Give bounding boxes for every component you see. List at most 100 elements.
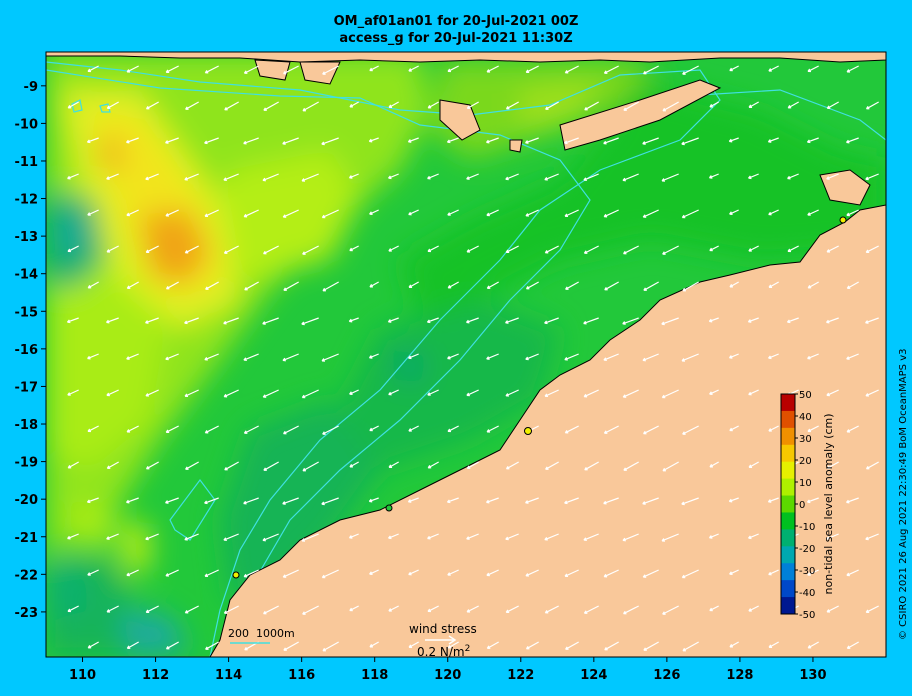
- wind-arrow: [729, 641, 739, 648]
- wind-arrow: [427, 101, 439, 109]
- wind-arrow: [349, 389, 359, 395]
- scale-label-1000m: 1000m: [256, 627, 295, 640]
- wind-arrow: [349, 461, 359, 468]
- wind-arrow: [623, 461, 639, 471]
- colorbar-tick-label: 0: [799, 500, 805, 511]
- wind-arrow: [282, 497, 299, 505]
- y-axis: -9 -10 -11 -12 -13 -14 -15 -16 -17 -18 -19 -20 -21 -2…: [15, 80, 46, 621]
- wind-arrow: [486, 281, 499, 289]
- wind-arrow: [348, 533, 359, 539]
- x-tick-label: 116: [288, 668, 315, 683]
- wind-arrow: [87, 65, 99, 73]
- plot-frame: [45, 51, 887, 658]
- wind-arrow: [747, 317, 759, 323]
- wind-arrow: [768, 569, 779, 576]
- wind-arrow: [603, 569, 619, 578]
- wind-arrow: [388, 461, 399, 468]
- wind-arrow: [243, 353, 259, 362]
- wind-arrow: [263, 461, 279, 471]
- wind-arrow: [865, 605, 879, 614]
- wind-arrow: [106, 389, 119, 397]
- wind-arrow: [786, 317, 799, 324]
- wind-arrow: [564, 569, 579, 578]
- colorbar-swatch: [781, 410, 795, 429]
- wind-arrow: [466, 101, 479, 109]
- wind-arrow: [368, 137, 379, 143]
- colorbar-tick-label: -30: [799, 566, 815, 577]
- x-axis: 110 112 114 116 118 120 122 124 126 128 130: [69, 657, 827, 683]
- station-marker: [524, 427, 532, 435]
- wind-arrow: [622, 389, 639, 398]
- wind-arrow: [748, 389, 759, 396]
- wind-arrow: [584, 101, 599, 111]
- wind-arrow: [263, 101, 279, 111]
- colorbar-swatch: [781, 495, 795, 513]
- wind-arrow: [87, 209, 99, 216]
- wind-arrow: [767, 497, 779, 503]
- wind-arrow: [262, 533, 279, 542]
- wind-arrow: [544, 173, 559, 181]
- wind-arrow: [486, 209, 499, 217]
- wind-arrow: [583, 389, 599, 398]
- wind-arrow: [583, 245, 599, 254]
- wind-arrow: [87, 641, 99, 649]
- wind-stress-arrows: [66, 65, 879, 652]
- wind-arrow: [243, 497, 259, 505]
- wind-arrow: [67, 389, 79, 396]
- wind-arrow: [388, 605, 399, 612]
- wind-arrow: [642, 137, 659, 145]
- wind-arrow: [407, 497, 419, 503]
- wind-arrow: [321, 353, 339, 362]
- wind-arrow: [603, 497, 619, 505]
- wind-arrow: [642, 353, 659, 362]
- wind-arrow: [387, 317, 399, 323]
- wind-arrow: [604, 641, 619, 651]
- wind-arrow: [282, 569, 299, 578]
- wind-arrow: [165, 569, 179, 577]
- wind-arrow: [545, 101, 559, 110]
- wind-arrow: [184, 389, 199, 398]
- colorbar-tick-label: -50: [799, 610, 815, 621]
- wind-arrow: [302, 245, 319, 255]
- wind-arrow: [729, 65, 739, 72]
- colorbar-tick-label: 20: [799, 456, 812, 467]
- wind-arrow: [321, 497, 339, 506]
- wind-arrow: [623, 101, 639, 111]
- wind-arrow: [369, 65, 379, 72]
- y-tick-label: -16: [15, 343, 39, 358]
- wind-arrow: [301, 389, 319, 399]
- wind-arrow: [787, 101, 799, 109]
- wind-arrow: [262, 389, 279, 398]
- wind-arrow: [67, 605, 79, 613]
- wind-arrow: [865, 173, 879, 181]
- wind-arrow: [165, 209, 179, 217]
- wind-arrow: [583, 317, 599, 325]
- wind-arrow: [145, 533, 159, 541]
- wind-arrow: [67, 245, 79, 253]
- wind-arrow: [682, 65, 699, 75]
- wind-arrow: [525, 353, 539, 361]
- wind-arrow: [223, 317, 239, 325]
- wind-arrow: [446, 137, 459, 144]
- wind-arrow: [348, 317, 359, 323]
- wind-arrow: [368, 353, 379, 359]
- wind-arrow: [642, 497, 659, 505]
- wind-arrow: [682, 641, 699, 652]
- scale-label-200: 200: [228, 627, 249, 640]
- wind-arrow: [708, 173, 719, 179]
- wind-arrow: [446, 497, 459, 504]
- wind-arrow: [106, 461, 119, 469]
- wind-arrow: [505, 101, 519, 110]
- x-tick-label: 114: [215, 668, 242, 683]
- wind-arrow: [729, 209, 739, 215]
- colorbar-swatch: [781, 563, 795, 581]
- wind-arrow: [622, 317, 639, 325]
- wind-arrow: [564, 497, 579, 505]
- y-tick-label: -21: [15, 531, 39, 546]
- wind-arrow: [826, 605, 839, 613]
- wind-arrow: [348, 173, 359, 179]
- colorbar-swatch: [781, 478, 795, 497]
- wind-arrow: [184, 245, 199, 254]
- wind-arrow: [184, 317, 199, 325]
- wind-arrow: [486, 641, 499, 649]
